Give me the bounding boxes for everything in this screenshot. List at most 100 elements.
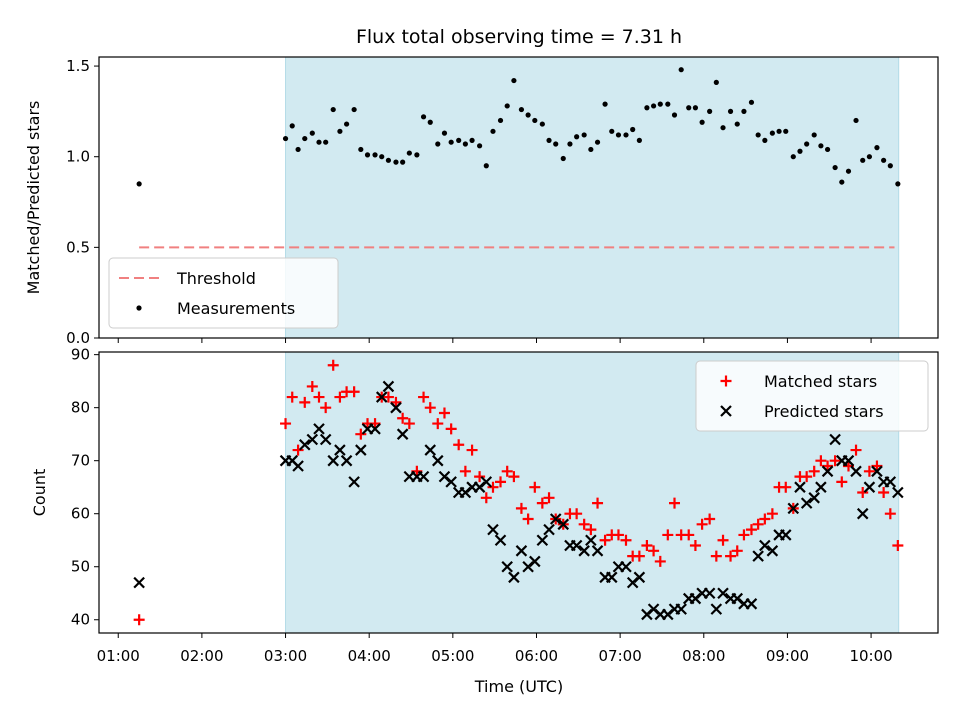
series-x bbox=[133, 380, 904, 621]
predicted-point bbox=[543, 523, 555, 536]
measurement-point bbox=[309, 130, 315, 136]
series-dot bbox=[136, 67, 901, 187]
matched-point bbox=[453, 439, 465, 451]
matched-point bbox=[397, 412, 409, 424]
matched-point bbox=[390, 396, 402, 408]
y-tick-label: 0.0 bbox=[66, 329, 90, 347]
measurement-point bbox=[678, 67, 684, 73]
predicted-point bbox=[480, 476, 493, 488]
chart-title: Flux total observing time = 7.31 h bbox=[356, 26, 682, 48]
legend-box bbox=[108, 257, 339, 329]
top-panel: 0.0 0.5 1.0 1.5 Matched/Predicted stars Thres… bbox=[24, 56, 939, 347]
predicted-point bbox=[549, 513, 562, 525]
predicted-point bbox=[396, 428, 409, 440]
matched-point bbox=[620, 534, 632, 546]
measurement-point bbox=[282, 135, 289, 142]
matched-point bbox=[585, 524, 597, 536]
measurement-point bbox=[671, 112, 678, 118]
matched-point bbox=[731, 545, 743, 557]
matched-point bbox=[689, 540, 701, 552]
matched-point bbox=[704, 513, 716, 525]
measurement-point bbox=[511, 77, 517, 84]
measurement-point bbox=[560, 155, 566, 162]
matched-point bbox=[536, 497, 548, 509]
measurement-point bbox=[302, 135, 308, 142]
x-tick-label: 01:00 bbox=[97, 647, 140, 665]
measurement-point bbox=[881, 157, 887, 163]
x-tick-label: 02:00 bbox=[180, 647, 223, 665]
measurement-point bbox=[692, 105, 699, 111]
predicted-point bbox=[369, 423, 381, 435]
measurement-point bbox=[832, 164, 838, 171]
legend-label: Matched stars bbox=[764, 372, 877, 391]
measurement-point bbox=[469, 137, 475, 143]
measurement-point bbox=[594, 139, 601, 145]
x-tick-label: 07:00 bbox=[599, 647, 642, 665]
measurement-point bbox=[435, 141, 441, 147]
measurement-point bbox=[441, 130, 448, 136]
predicted-point bbox=[319, 433, 332, 446]
measurement-point bbox=[615, 132, 622, 138]
matched-point bbox=[313, 391, 325, 403]
measurement-point bbox=[504, 103, 510, 109]
y-tick-label: 1.5 bbox=[66, 57, 90, 75]
predicted-point bbox=[884, 476, 897, 488]
predicted-point bbox=[292, 460, 304, 472]
predicted-point bbox=[508, 571, 520, 584]
measurement-point bbox=[574, 134, 580, 140]
matched-point bbox=[432, 418, 444, 430]
measurement-point bbox=[372, 152, 378, 158]
matched-point bbox=[466, 444, 478, 456]
predicted-point bbox=[355, 444, 367, 456]
predicted-point bbox=[591, 545, 604, 557]
measurement-point bbox=[609, 128, 615, 134]
measurement-point bbox=[644, 105, 650, 111]
predicted-point bbox=[779, 529, 792, 541]
measurement-point bbox=[427, 119, 433, 125]
predicted-point bbox=[334, 444, 346, 456]
predicted-point bbox=[327, 454, 339, 467]
measurement-point bbox=[477, 143, 483, 149]
matched-point bbox=[438, 407, 450, 419]
x-tick-label: 08:00 bbox=[682, 647, 725, 665]
measurement-point bbox=[727, 108, 734, 114]
predicted-point bbox=[390, 401, 402, 414]
y-tick-label: 0.5 bbox=[66, 238, 90, 256]
measurement-point bbox=[414, 152, 420, 158]
matched-point bbox=[745, 524, 757, 536]
predicted-point bbox=[745, 598, 758, 610]
measurement-point bbox=[636, 137, 642, 143]
measurement-point bbox=[364, 152, 371, 158]
measurement-point bbox=[650, 103, 657, 109]
predicted-point bbox=[570, 539, 583, 552]
measurement-point bbox=[490, 128, 496, 134]
predicted-point bbox=[424, 444, 437, 456]
measurement-point bbox=[741, 108, 747, 114]
plot-content bbox=[136, 67, 901, 249]
predicted-point bbox=[850, 465, 862, 478]
predicted-point bbox=[306, 433, 319, 446]
predicted-point bbox=[445, 476, 457, 488]
legend-plus-swatch bbox=[720, 375, 732, 387]
y-tick-label: 1.0 bbox=[66, 148, 90, 166]
predicted-point bbox=[633, 571, 646, 584]
matched-point bbox=[334, 391, 346, 403]
predicted-point bbox=[829, 433, 841, 446]
predicted-point bbox=[557, 518, 570, 531]
matched-point bbox=[829, 455, 841, 467]
y-tick-label: 80 bbox=[71, 399, 90, 417]
matched-point bbox=[292, 444, 304, 456]
measurement-point bbox=[665, 101, 671, 107]
measurement-point bbox=[358, 146, 364, 153]
matched-point bbox=[822, 460, 834, 472]
measurement-point bbox=[295, 146, 301, 153]
measurement-point bbox=[581, 132, 587, 138]
x-tick-label: 05:00 bbox=[431, 647, 474, 665]
measurement-point bbox=[818, 143, 824, 149]
measurement-point bbox=[337, 128, 343, 134]
predicted-point bbox=[892, 486, 904, 499]
y-axis-label: Matched/Predicted stars bbox=[24, 101, 43, 295]
legend-label: Threshold bbox=[176, 269, 256, 288]
matched-point bbox=[529, 481, 541, 493]
measurement-point bbox=[448, 139, 454, 145]
